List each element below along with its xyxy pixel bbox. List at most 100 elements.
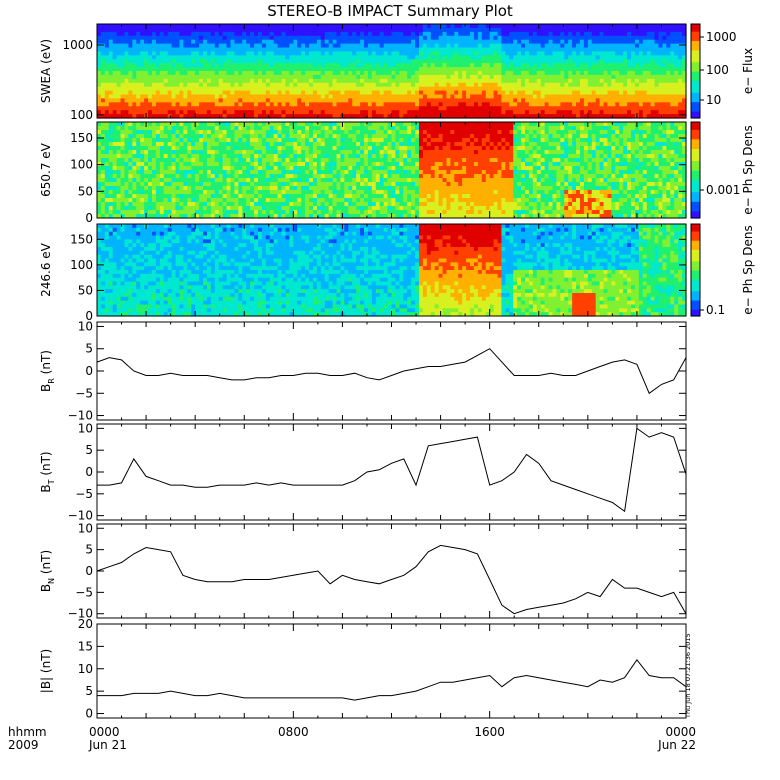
heatmap-cell: [183, 110, 188, 115]
heatmap-cell: [415, 40, 420, 45]
heatmap-cell: [458, 98, 463, 103]
heatmap-cell: [525, 28, 530, 33]
heatmap-cell: [435, 51, 440, 56]
heatmap-cell: [109, 142, 114, 147]
heatmap-cell: [325, 87, 330, 92]
heatmap-cell: [203, 206, 208, 211]
heatmap-cell: [195, 87, 200, 92]
heatmap-cell: [148, 95, 153, 100]
heatmap-cell: [521, 79, 526, 84]
heatmap-cell: [144, 51, 149, 56]
heatmap-cell: [576, 63, 581, 68]
heatmap-cell: [234, 122, 239, 127]
heatmap-cell: [293, 67, 298, 72]
heatmap-cell: [199, 36, 204, 41]
heatmap-cell: [293, 44, 298, 49]
heatmap-cell: [431, 87, 436, 92]
heatmap-cell: [623, 87, 628, 92]
heatmap-cell: [246, 24, 251, 29]
heatmap-cell: [505, 44, 510, 49]
heatmap-cell: [262, 59, 267, 64]
heatmap-cell: [254, 186, 259, 191]
heatmap-cell: [321, 79, 326, 84]
heatmap-cell: [282, 162, 287, 167]
heatmap-cell: [301, 182, 306, 187]
heatmap-cell: [183, 134, 188, 139]
heatmap-cell: [450, 71, 455, 76]
heatmap-cell: [486, 67, 491, 72]
heatmap-cell: [399, 40, 404, 45]
heatmap-cell: [238, 40, 243, 45]
heatmap-cell: [478, 55, 483, 60]
heatmap-cell: [270, 48, 275, 53]
heatmap-cell: [427, 67, 432, 72]
heatmap-cell: [121, 130, 126, 135]
heatmap-cell: [301, 55, 306, 60]
heatmap-cell: [164, 102, 169, 107]
heatmap-cell: [215, 36, 220, 41]
heatmap-cell: [266, 166, 271, 171]
heatmap-cell: [124, 122, 129, 127]
heatmap-cell: [172, 170, 177, 175]
heatmap-cell: [152, 174, 157, 179]
heatmap-cell: [301, 142, 306, 147]
heatmap-cell: [238, 166, 243, 171]
heatmap-cell: [301, 198, 306, 203]
heatmap-cell: [199, 166, 204, 171]
heatmap-cell: [478, 48, 483, 53]
heatmap-cell: [227, 36, 232, 41]
heatmap-cell: [121, 63, 126, 68]
heatmap-cell: [101, 202, 106, 207]
heatmap-cell: [250, 198, 255, 203]
heatmap-cell: [266, 146, 271, 151]
heatmap-cell: [227, 87, 232, 92]
heatmap-cell: [117, 75, 122, 80]
heatmap-cell: [128, 134, 133, 139]
heatmap-cell: [282, 44, 287, 49]
heatmap-cell: [446, 24, 451, 29]
heatmap-cell: [317, 28, 322, 33]
heatmap-cell: [105, 150, 110, 155]
heatmap-cell: [340, 48, 345, 53]
heatmap-cell: [423, 36, 428, 41]
heatmap-cell: [427, 44, 432, 49]
heatmap-cell: [227, 126, 232, 131]
heatmap-cell: [545, 63, 550, 68]
heatmap-cell: [238, 170, 243, 175]
heatmap-cell: [289, 162, 294, 167]
heatmap-cell: [380, 24, 385, 29]
heatmap-cell: [254, 110, 259, 115]
heatmap-cell: [592, 36, 597, 41]
heatmap-cell: [344, 87, 349, 92]
heatmap-cell: [431, 28, 436, 33]
heatmap-cell: [631, 24, 636, 29]
heatmap-cell: [411, 55, 416, 60]
heatmap-cell: [619, 28, 624, 33]
heatmap-cell: [199, 126, 204, 131]
heatmap-cell: [309, 79, 314, 84]
heatmap-cell: [187, 91, 192, 96]
heatmap-cell: [246, 198, 251, 203]
heatmap-cell: [517, 102, 522, 107]
heatmap-cell: [462, 91, 467, 96]
heatmap-cell: [124, 75, 129, 80]
heatmap-cell: [101, 48, 106, 53]
heatmap-cell: [274, 186, 279, 191]
heatmap-cell: [117, 95, 122, 100]
heatmap-cell: [215, 174, 220, 179]
heatmap-cell: [443, 71, 448, 76]
heatmap-cell: [285, 28, 290, 33]
heatmap-cell: [136, 98, 141, 103]
heatmap-cell: [572, 79, 577, 84]
heatmap-cell: [494, 44, 499, 49]
heatmap-cell: [392, 102, 397, 107]
heatmap-cell: [172, 98, 177, 103]
heatmap-cell: [124, 106, 129, 111]
heatmap-cell: [446, 71, 451, 76]
heatmap-cell: [552, 63, 557, 68]
heatmap-cell: [266, 83, 271, 88]
heatmap-cell: [128, 166, 133, 171]
heatmap-cell: [501, 106, 506, 111]
heatmap-cell: [501, 83, 506, 88]
heatmap-cell: [545, 24, 550, 29]
